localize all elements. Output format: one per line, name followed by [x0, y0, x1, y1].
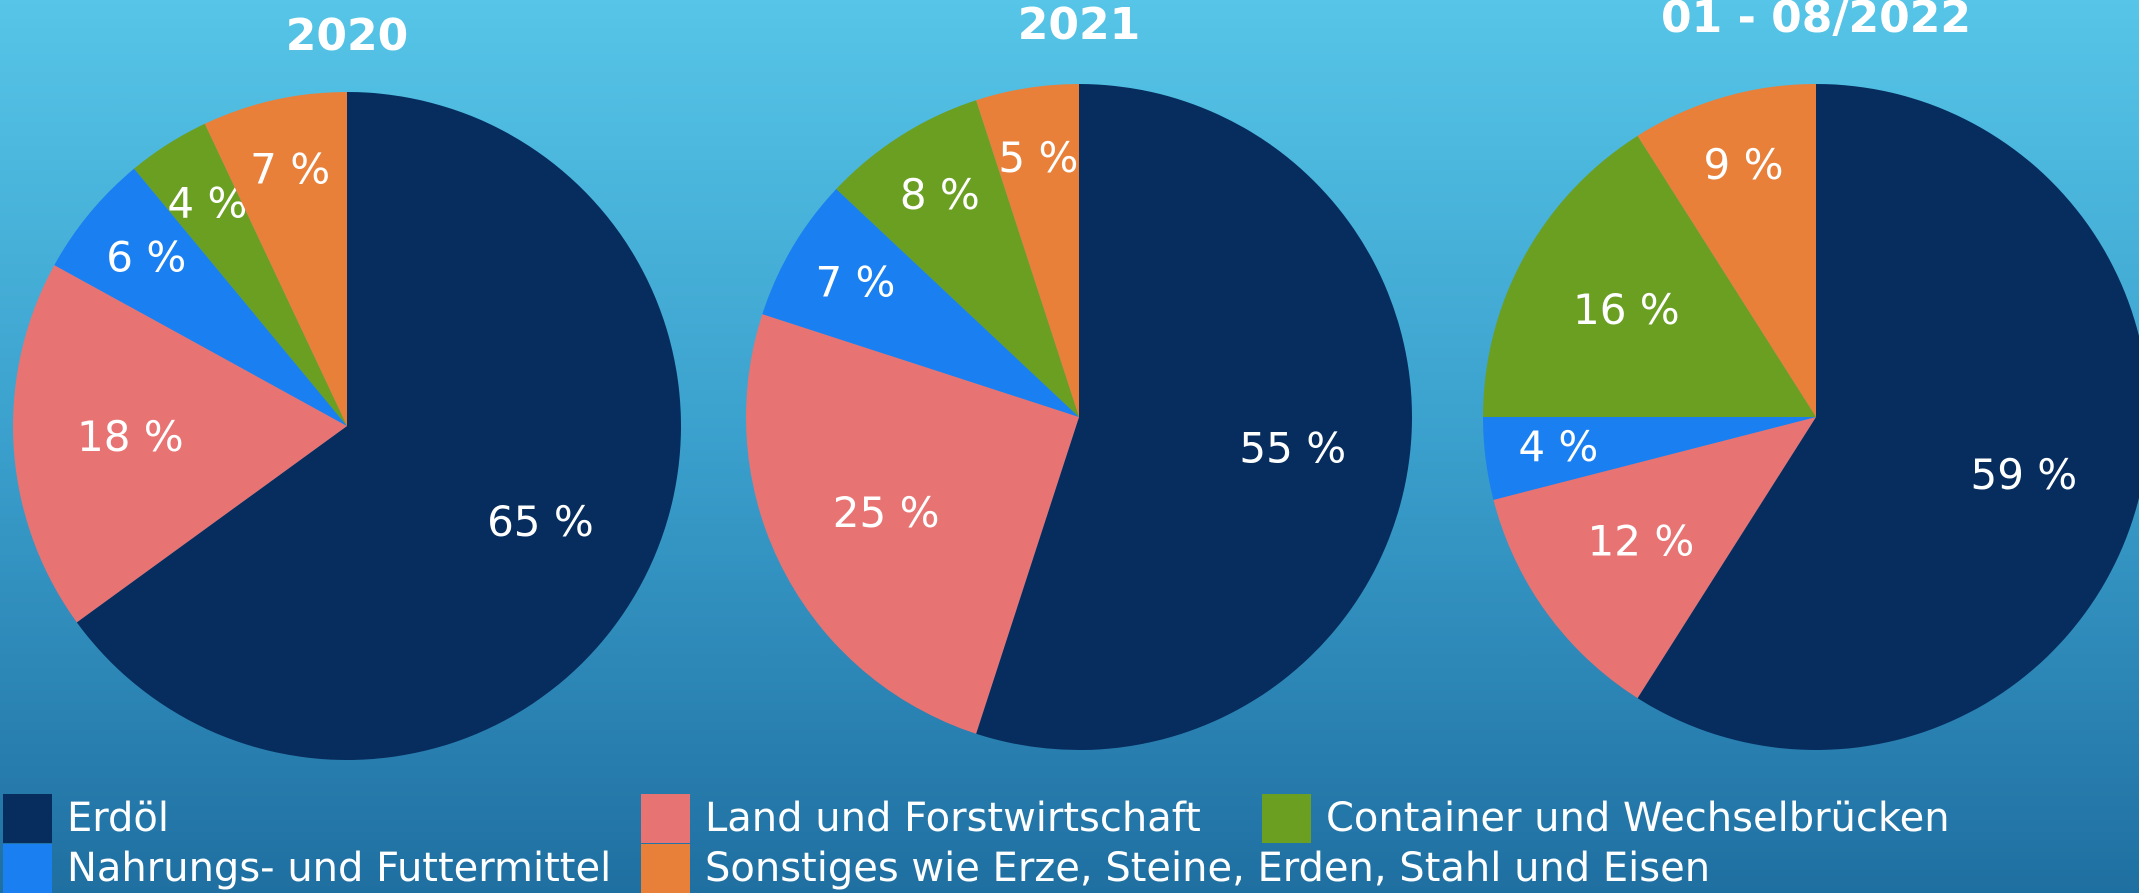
pie-slice: [12, 265, 347, 623]
pie-slice: [76, 92, 681, 760]
value-label: 18 %: [77, 412, 184, 461]
value-label: 16 %: [1573, 285, 1680, 334]
legend-swatch: [3, 794, 52, 843]
pie-slice: [762, 189, 1079, 417]
chart-title: 2020: [286, 10, 408, 61]
chart-title: 2021: [1018, 0, 1140, 50]
value-label: 4 %: [167, 179, 247, 228]
legend-swatch: [1262, 794, 1311, 843]
value-label: 4 %: [1518, 422, 1598, 471]
pie-slice: [204, 92, 347, 426]
value-label: 7 %: [250, 144, 330, 193]
legend-label: Container und Wechselbrücken: [1326, 795, 1950, 841]
value-label: 8 %: [900, 170, 980, 219]
value-label: 5 %: [998, 133, 1078, 182]
legend-swatch: [3, 844, 52, 893]
value-label: 65 %: [487, 497, 594, 546]
legend-label: Nahrungs- und Futtermittel: [67, 845, 611, 891]
value-label: 6 %: [106, 232, 186, 281]
value-label: 59 %: [1971, 450, 2078, 499]
pie-slice: [1483, 417, 1816, 500]
value-label: 55 %: [1239, 423, 1346, 472]
value-label: 7 %: [815, 257, 895, 306]
pie-slice: [836, 100, 1079, 417]
value-label: 12 %: [1588, 517, 1695, 566]
pie-slice: [134, 123, 347, 426]
pie-slice: [976, 84, 1412, 751]
value-label: 25 %: [833, 488, 940, 537]
pie-slice: [1483, 135, 1816, 417]
pie-slice: [976, 84, 1079, 417]
chart-title: 01 - 08/2022: [1661, 0, 1971, 43]
pie-slice: [54, 168, 347, 427]
legend-label: Erdöl: [67, 795, 169, 841]
legend-swatch: [641, 794, 690, 843]
legend-label: Sonstiges wie Erze, Steine, Erden, Stahl…: [705, 845, 1710, 891]
pie-slice: [1637, 84, 1816, 417]
pie-slice: [1637, 84, 2139, 750]
pie-slice: [1493, 417, 1816, 699]
legend-label: Land und Forstwirtschaft: [705, 795, 1201, 841]
pie-slice: [746, 314, 1079, 734]
value-label: 9 %: [1704, 140, 1784, 189]
legend-swatch: [641, 844, 690, 893]
